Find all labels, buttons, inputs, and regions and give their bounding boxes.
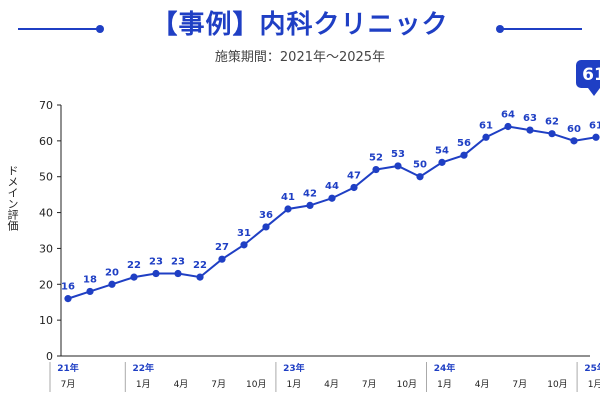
data-point bbox=[64, 295, 72, 303]
x-tick-year-label: 23年 bbox=[283, 362, 305, 374]
data-point bbox=[262, 223, 270, 231]
y-tick-label: 50 bbox=[39, 171, 53, 184]
x-tick-month-label: 1月 bbox=[437, 379, 452, 390]
x-tick-labels: 21年 7月 22年 1月 4月 7月 10月 23年 1月 4月 7月 10月 24年 1月 4月 7月 10… bbox=[49, 362, 600, 392]
data-points bbox=[64, 122, 600, 303]
data-labels: 16 18 20 22 23 23 22 27 31 36 41 42 44 47 52 53 50 54 56 61… bbox=[61, 110, 600, 293]
data-label: 36 bbox=[259, 210, 273, 221]
data-point bbox=[86, 287, 94, 296]
x-tick-month-label: 7月 bbox=[211, 379, 226, 390]
data-label: 41 bbox=[281, 192, 295, 203]
data-point bbox=[372, 165, 380, 174]
x-tick-year-label: 24年 bbox=[434, 362, 456, 374]
x-tick-month-label: 1月 bbox=[588, 379, 600, 390]
data-label: 50 bbox=[413, 160, 427, 171]
y-axis-label: ドメイン評価 bbox=[6, 165, 19, 231]
data-label: 63 bbox=[523, 113, 537, 124]
y-tick-label: 10 bbox=[39, 314, 53, 327]
data-label: 56 bbox=[457, 138, 471, 149]
data-label: 23 bbox=[171, 257, 185, 268]
data-label: 53 bbox=[391, 149, 405, 160]
data-label: 61 bbox=[479, 120, 493, 131]
data-label: 47 bbox=[347, 170, 361, 181]
x-tick-month-label: 1月 bbox=[136, 379, 151, 390]
data-point bbox=[218, 255, 226, 263]
data-label: 22 bbox=[127, 260, 141, 271]
data-point bbox=[240, 241, 248, 249]
data-label: 64 bbox=[501, 110, 515, 121]
data-point bbox=[394, 162, 402, 170]
data-label: 44 bbox=[325, 181, 339, 192]
data-label: 22 bbox=[193, 260, 207, 271]
data-point bbox=[350, 183, 358, 192]
data-point bbox=[306, 201, 314, 209]
y-tick-label: 0 bbox=[46, 350, 53, 363]
chart-axes bbox=[60, 105, 590, 357]
data-label: 62 bbox=[545, 117, 559, 128]
data-label: 18 bbox=[83, 274, 97, 285]
data-point bbox=[570, 137, 578, 145]
x-tick-month-label: 7月 bbox=[362, 379, 377, 390]
data-label: 61 bbox=[589, 120, 600, 131]
callout-box bbox=[576, 60, 600, 88]
data-point bbox=[416, 173, 424, 181]
data-point bbox=[460, 151, 468, 159]
data-point bbox=[130, 273, 138, 281]
data-label: 23 bbox=[149, 257, 163, 268]
page-title: 【事例】内科クリニック bbox=[151, 10, 449, 40]
data-point bbox=[526, 126, 534, 134]
period-subtitle: 施策期間：2021年〜2025年 bbox=[214, 50, 386, 65]
x-tick-month-label: 4月 bbox=[174, 379, 189, 390]
x-tick-month-label: 7月 bbox=[512, 379, 527, 390]
series-line bbox=[67, 125, 597, 300]
x-tick-month-label: 10月 bbox=[246, 379, 266, 390]
data-point bbox=[482, 133, 490, 141]
x-tick-year-label: 21年 bbox=[57, 362, 79, 374]
callout-pointer bbox=[588, 88, 600, 96]
x-tick-month-label: 7月 bbox=[61, 379, 76, 390]
title-decoration-right bbox=[496, 25, 582, 33]
x-tick-month-label: 10月 bbox=[547, 379, 567, 390]
data-label: 52 bbox=[369, 153, 383, 164]
data-point bbox=[548, 130, 556, 138]
data-point bbox=[174, 269, 182, 278]
decoration-dot bbox=[496, 25, 504, 33]
y-tick-label: 40 bbox=[39, 207, 53, 220]
data-label: 20 bbox=[105, 267, 119, 278]
data-point bbox=[152, 269, 160, 278]
data-label: 27 bbox=[215, 242, 229, 253]
data-point bbox=[592, 133, 600, 141]
x-tick-month-label: 4月 bbox=[324, 379, 339, 390]
data-point bbox=[328, 194, 336, 202]
latest-value-callout: 61 bbox=[576, 60, 600, 96]
x-tick-year-label: 25年 bbox=[584, 362, 600, 374]
x-tick-month-label: 4月 bbox=[475, 379, 490, 390]
data-point bbox=[108, 280, 116, 288]
title-decoration-left bbox=[18, 25, 104, 33]
y-tick-labels: 0 10 20 30 40 50 60 70 bbox=[39, 99, 61, 363]
y-tick-label: 20 bbox=[39, 278, 53, 291]
data-label: 16 bbox=[61, 282, 75, 293]
data-label: 42 bbox=[303, 188, 317, 199]
data-point bbox=[438, 158, 446, 166]
y-tick-label: 70 bbox=[39, 99, 53, 112]
y-tick-label: 30 bbox=[39, 242, 53, 255]
data-label: 31 bbox=[237, 228, 251, 239]
data-point bbox=[504, 122, 512, 131]
x-tick-month-label: 1月 bbox=[287, 379, 302, 390]
data-point bbox=[284, 205, 292, 213]
data-point bbox=[196, 273, 204, 281]
data-label: 60 bbox=[567, 124, 581, 135]
x-tick-year-label: 22年 bbox=[133, 362, 155, 374]
y-tick-label: 60 bbox=[39, 135, 53, 148]
callout-value: 61 bbox=[582, 65, 600, 85]
data-label: 54 bbox=[435, 145, 449, 156]
decoration-dot bbox=[96, 25, 104, 33]
x-tick-month-label: 10月 bbox=[397, 379, 417, 390]
